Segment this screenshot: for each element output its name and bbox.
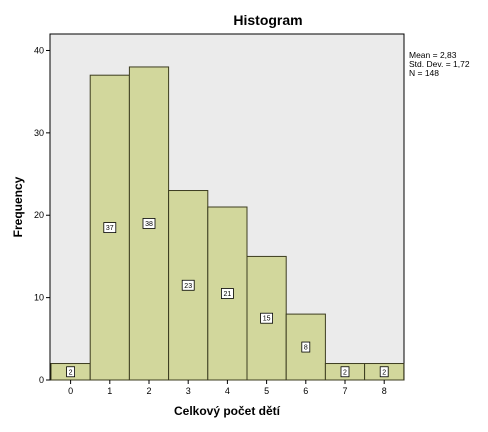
data-label-7: 2 — [343, 369, 347, 376]
y-axis-label: Frequency — [11, 176, 25, 237]
data-label-5: 15 — [263, 316, 271, 323]
data-label-box-4 — [220, 288, 234, 299]
x-axis: 0 1 2 3 4 5 6 7 8 — [68, 380, 387, 396]
data-label-box-8 — [379, 366, 389, 378]
stat-mean: Mean = 2,83 — [409, 50, 457, 60]
data-label-box-7 — [340, 366, 350, 378]
data-label-4: 21 — [224, 291, 232, 298]
x-tick-label-6: 6 — [303, 386, 308, 396]
data-label-box-3 — [181, 279, 195, 291]
data-label-box-5 — [260, 312, 274, 324]
data-label-1: 37 — [106, 225, 114, 232]
data-label-0: 2 — [69, 369, 73, 376]
chart-title: Histogram — [233, 12, 302, 28]
data-label-box-2 — [142, 218, 156, 229]
y-axis: 0 10 20 30 40 — [34, 45, 50, 385]
data-labels-group: 2 37 38 23 21 15 8 2 2 — [66, 218, 389, 378]
x-tick-label-7: 7 — [342, 386, 347, 396]
x-tick-label-8: 8 — [382, 386, 387, 396]
data-label-box-0 — [66, 366, 75, 378]
y-tick-label-20: 20 — [34, 210, 44, 220]
stat-std-dev: Std. Dev. = 1,72 — [409, 59, 470, 69]
x-tick-label-1: 1 — [107, 386, 112, 396]
y-tick-label-10: 10 — [34, 293, 44, 303]
y-tick-label-40: 40 — [34, 45, 44, 55]
x-tick-label-3: 3 — [186, 386, 191, 396]
x-tick-label-0: 0 — [68, 386, 73, 396]
data-label-box-6 — [301, 341, 311, 353]
stat-n: N = 148 — [409, 68, 439, 78]
x-tick-label-5: 5 — [264, 386, 269, 396]
data-label-6: 8 — [304, 345, 308, 352]
data-label-2: 38 — [145, 221, 153, 228]
stats-box: Mean = 2,83 Std. Dev. = 1,72 N = 148 — [409, 50, 470, 78]
y-tick-label-0: 0 — [39, 375, 44, 385]
x-tick-label-2: 2 — [146, 386, 151, 396]
y-tick-label-30: 30 — [34, 128, 44, 138]
data-label-3: 23 — [184, 283, 192, 290]
data-label-8: 2 — [382, 369, 386, 376]
x-tick-label-4: 4 — [225, 386, 230, 396]
x-axis-label: Celkový počet dětí — [174, 404, 281, 418]
data-label-box-1 — [103, 222, 117, 233]
